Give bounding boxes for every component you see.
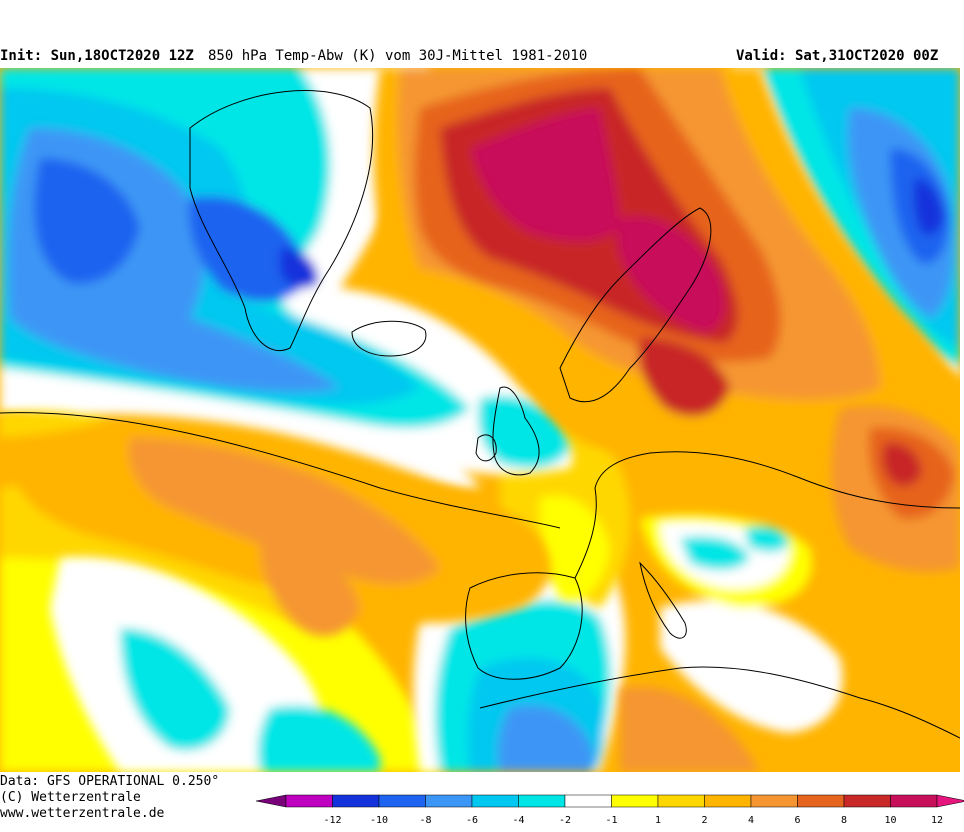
legend-tick-label: -4: [512, 815, 524, 826]
legend-tick-label: -8: [419, 815, 431, 826]
ireland-coast: [475, 434, 497, 462]
legend-swatch: [378, 794, 426, 808]
italy-coast: [639, 561, 687, 639]
legend-swatch: [285, 794, 333, 808]
atlantic-sw-neutral: [50, 556, 380, 772]
legend-tick-label: 1: [655, 815, 661, 826]
data-source-label: Data: GFS OPERATIONAL 0.250°: [0, 774, 220, 789]
legend-tick-label: 10: [884, 815, 896, 826]
legend-swatch: [704, 794, 752, 808]
legend-arrow-low: [256, 794, 287, 808]
legend-tick-label: 2: [701, 815, 707, 826]
legend-swatch: [332, 794, 380, 808]
valid-time: Valid: Sat,31OCT2020 00Z: [736, 48, 939, 64]
parameter-title: 850 hPa Temp-Abw (K) vom 30J-Mittel 1981…: [208, 48, 588, 64]
legend-swatch: [657, 794, 705, 808]
legend-swatch: [425, 794, 473, 808]
legend-tick-label: -12: [323, 815, 341, 826]
north-africa-coast: [479, 666, 960, 739]
legend-swatch: [564, 794, 612, 808]
legend-tick-label: 4: [748, 815, 754, 826]
great-britain-coast: [492, 386, 540, 476]
legend-tick-label: 8: [841, 815, 847, 826]
iberia-coast: [465, 572, 583, 680]
legend-tick-label: -10: [370, 815, 388, 826]
north-africa-warm: [620, 686, 760, 772]
scandinavia-coast: [559, 207, 712, 403]
legend-swatch: [611, 794, 659, 808]
legend-swatch: [518, 794, 566, 808]
central-atlantic-warm-band: [0, 410, 550, 637]
legend-swatch: [471, 794, 519, 808]
mediterranean-neutral: [640, 514, 843, 733]
legend-tick-label: 6: [794, 815, 800, 826]
website-label: www.wetterzentrale.de: [0, 806, 165, 821]
copyright-label: (C) Wetterzentrale: [0, 790, 141, 805]
color-legend: -12 -10 -8 -6 -4 -2 -1 1 2 4 6 8 10 12: [256, 794, 964, 826]
zero-contour-line: [0, 412, 561, 529]
legend-tick-label: -6: [466, 815, 478, 826]
greenland-coast: [189, 90, 374, 352]
europe-mainland-coast: [574, 451, 960, 579]
legend-swatch: [843, 794, 891, 808]
iceland-coast: [351, 320, 427, 357]
temperature-anomaly-map: [0, 68, 960, 772]
legend-tick-label: -2: [559, 815, 571, 826]
legend-tick-label: 12: [931, 815, 943, 826]
legend-swatch: [797, 794, 845, 808]
init-time: Init: Sun,18OCT2020 12Z: [0, 48, 194, 64]
legend-swatch: [890, 794, 938, 808]
legend-arrow-high: [936, 794, 964, 808]
eastern-europe-warm: [831, 405, 960, 572]
legend-swatch: [750, 794, 798, 808]
legend-tick-label: -1: [605, 815, 617, 826]
